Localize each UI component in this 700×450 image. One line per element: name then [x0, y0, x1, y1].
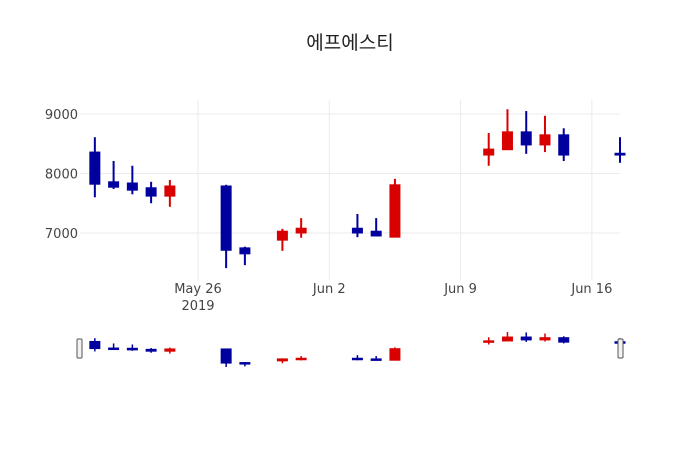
- candle: [239, 362, 251, 367]
- candle: [389, 347, 401, 361]
- candle: [108, 161, 120, 189]
- candle: [614, 137, 626, 163]
- candle: [145, 181, 157, 204]
- range-slider-candles: [89, 332, 626, 368]
- candle: [276, 358, 288, 364]
- candle: [164, 180, 176, 207]
- candle: [501, 109, 513, 151]
- candle: [501, 332, 513, 342]
- candle: [276, 228, 288, 251]
- candle: [89, 137, 101, 198]
- x-tick-label: Jun 2: [312, 282, 346, 297]
- candles-main: [89, 109, 626, 269]
- candle: [539, 333, 551, 342]
- candle: [145, 348, 157, 353]
- x-tick-label: Jun 9: [443, 282, 477, 297]
- x-tick-label: Jun 16: [570, 282, 612, 297]
- candle: [164, 347, 176, 354]
- candle: [520, 111, 532, 154]
- candle: [558, 336, 570, 344]
- candle: [483, 133, 495, 166]
- x-axis-ticks: May 26 2019 Jun 2 Jun 9 Jun 16: [174, 282, 612, 314]
- y-axis-ticks: 7000 8000 9000: [45, 108, 78, 242]
- candle: [89, 338, 101, 352]
- candle: [483, 337, 495, 345]
- candle: [108, 343, 120, 351]
- candle: [239, 246, 251, 266]
- candle: [351, 213, 363, 238]
- y-tick-label: 7000: [45, 227, 78, 242]
- candle: [351, 355, 363, 361]
- candle: [370, 356, 382, 361]
- candle: [520, 332, 532, 342]
- range-slider-left-handle[interactable]: [76, 338, 83, 359]
- x-tick-year-label: 2019: [181, 299, 214, 314]
- candle: [370, 218, 382, 237]
- candle: [389, 178, 401, 238]
- candle: [558, 128, 570, 162]
- candle: [539, 115, 551, 153]
- x-gridlines: [197, 100, 593, 280]
- candle: [126, 344, 138, 351]
- candle: [295, 356, 307, 361]
- candle: [220, 348, 232, 368]
- candle: [295, 218, 307, 238]
- range-slider[interactable]: [76, 332, 626, 368]
- candle: [126, 165, 138, 195]
- candle: [220, 184, 232, 269]
- chart-title: 에프에스티: [306, 32, 394, 54]
- x-tick-label: May 26: [174, 282, 222, 297]
- y-tick-label: 9000: [45, 108, 78, 123]
- y-gridlines: [80, 113, 620, 234]
- range-slider-right-handle[interactable]: [617, 338, 624, 359]
- y-tick-label: 8000: [45, 168, 78, 183]
